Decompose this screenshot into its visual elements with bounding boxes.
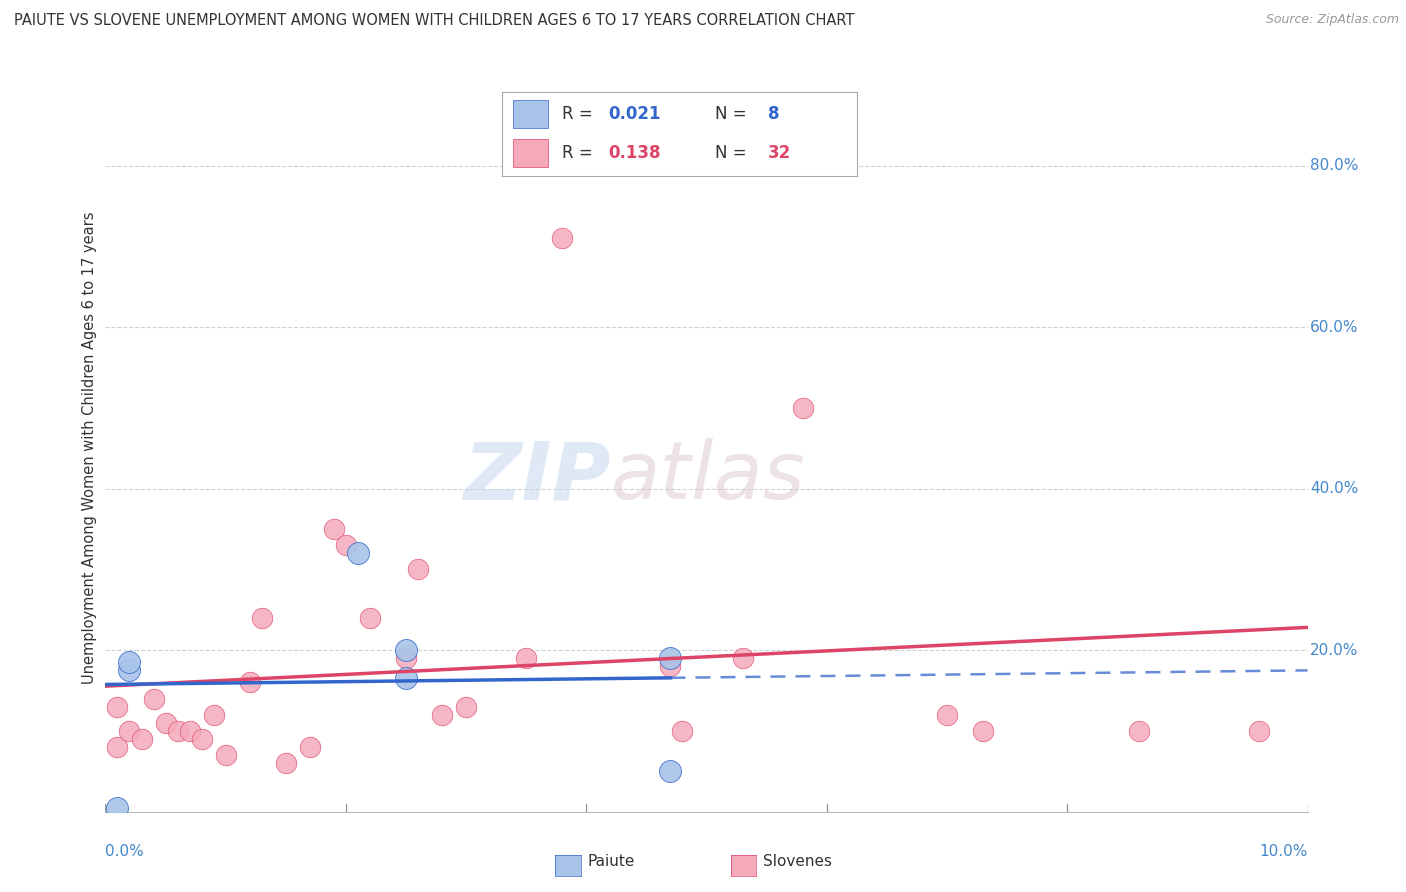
- Text: Slovenes: Slovenes: [763, 855, 832, 869]
- Text: 10.0%: 10.0%: [1260, 845, 1308, 859]
- Text: 0.0%: 0.0%: [105, 845, 145, 859]
- Point: [430, 707, 453, 722]
- Point: [190, 731, 212, 746]
- Point: [107, 740, 129, 755]
- Point: [335, 538, 357, 552]
- Point: [179, 723, 201, 738]
- Point: [214, 748, 236, 763]
- Point: [322, 522, 344, 536]
- Point: [551, 231, 574, 245]
- Point: [659, 651, 682, 665]
- Point: [142, 691, 165, 706]
- Point: [166, 723, 188, 738]
- Point: [659, 659, 682, 673]
- Point: [118, 723, 141, 738]
- Point: [131, 731, 153, 746]
- Text: 20.0%: 20.0%: [1310, 642, 1358, 657]
- Point: [671, 723, 693, 738]
- Point: [515, 651, 537, 665]
- Point: [936, 707, 959, 722]
- Point: [454, 699, 477, 714]
- Point: [1249, 723, 1271, 738]
- Point: [250, 611, 273, 625]
- Point: [1128, 723, 1150, 738]
- Point: [731, 651, 754, 665]
- Point: [239, 675, 262, 690]
- Point: [155, 715, 177, 730]
- Point: [395, 643, 418, 657]
- Point: [395, 672, 418, 686]
- Point: [118, 664, 141, 678]
- Point: [395, 651, 418, 665]
- Point: [792, 401, 814, 415]
- Point: [406, 562, 429, 576]
- Text: atlas: atlas: [610, 438, 806, 516]
- Point: [659, 764, 682, 779]
- Point: [298, 740, 321, 755]
- Text: PAIUTE VS SLOVENE UNEMPLOYMENT AMONG WOMEN WITH CHILDREN AGES 6 TO 17 YEARS CORR: PAIUTE VS SLOVENE UNEMPLOYMENT AMONG WOM…: [14, 13, 855, 29]
- Point: [972, 723, 994, 738]
- Text: Source: ZipAtlas.com: Source: ZipAtlas.com: [1265, 13, 1399, 27]
- Text: 60.0%: 60.0%: [1310, 319, 1358, 334]
- Text: 80.0%: 80.0%: [1310, 158, 1358, 173]
- Point: [118, 655, 141, 669]
- Point: [202, 707, 225, 722]
- Point: [347, 546, 370, 560]
- Point: [274, 756, 297, 771]
- Point: [107, 800, 129, 814]
- Text: Paiute: Paiute: [588, 855, 636, 869]
- Y-axis label: Unemployment Among Women with Children Ages 6 to 17 years: Unemployment Among Women with Children A…: [82, 212, 97, 684]
- Point: [107, 699, 129, 714]
- Text: ZIP: ZIP: [463, 438, 610, 516]
- Text: 40.0%: 40.0%: [1310, 481, 1358, 496]
- Point: [359, 611, 381, 625]
